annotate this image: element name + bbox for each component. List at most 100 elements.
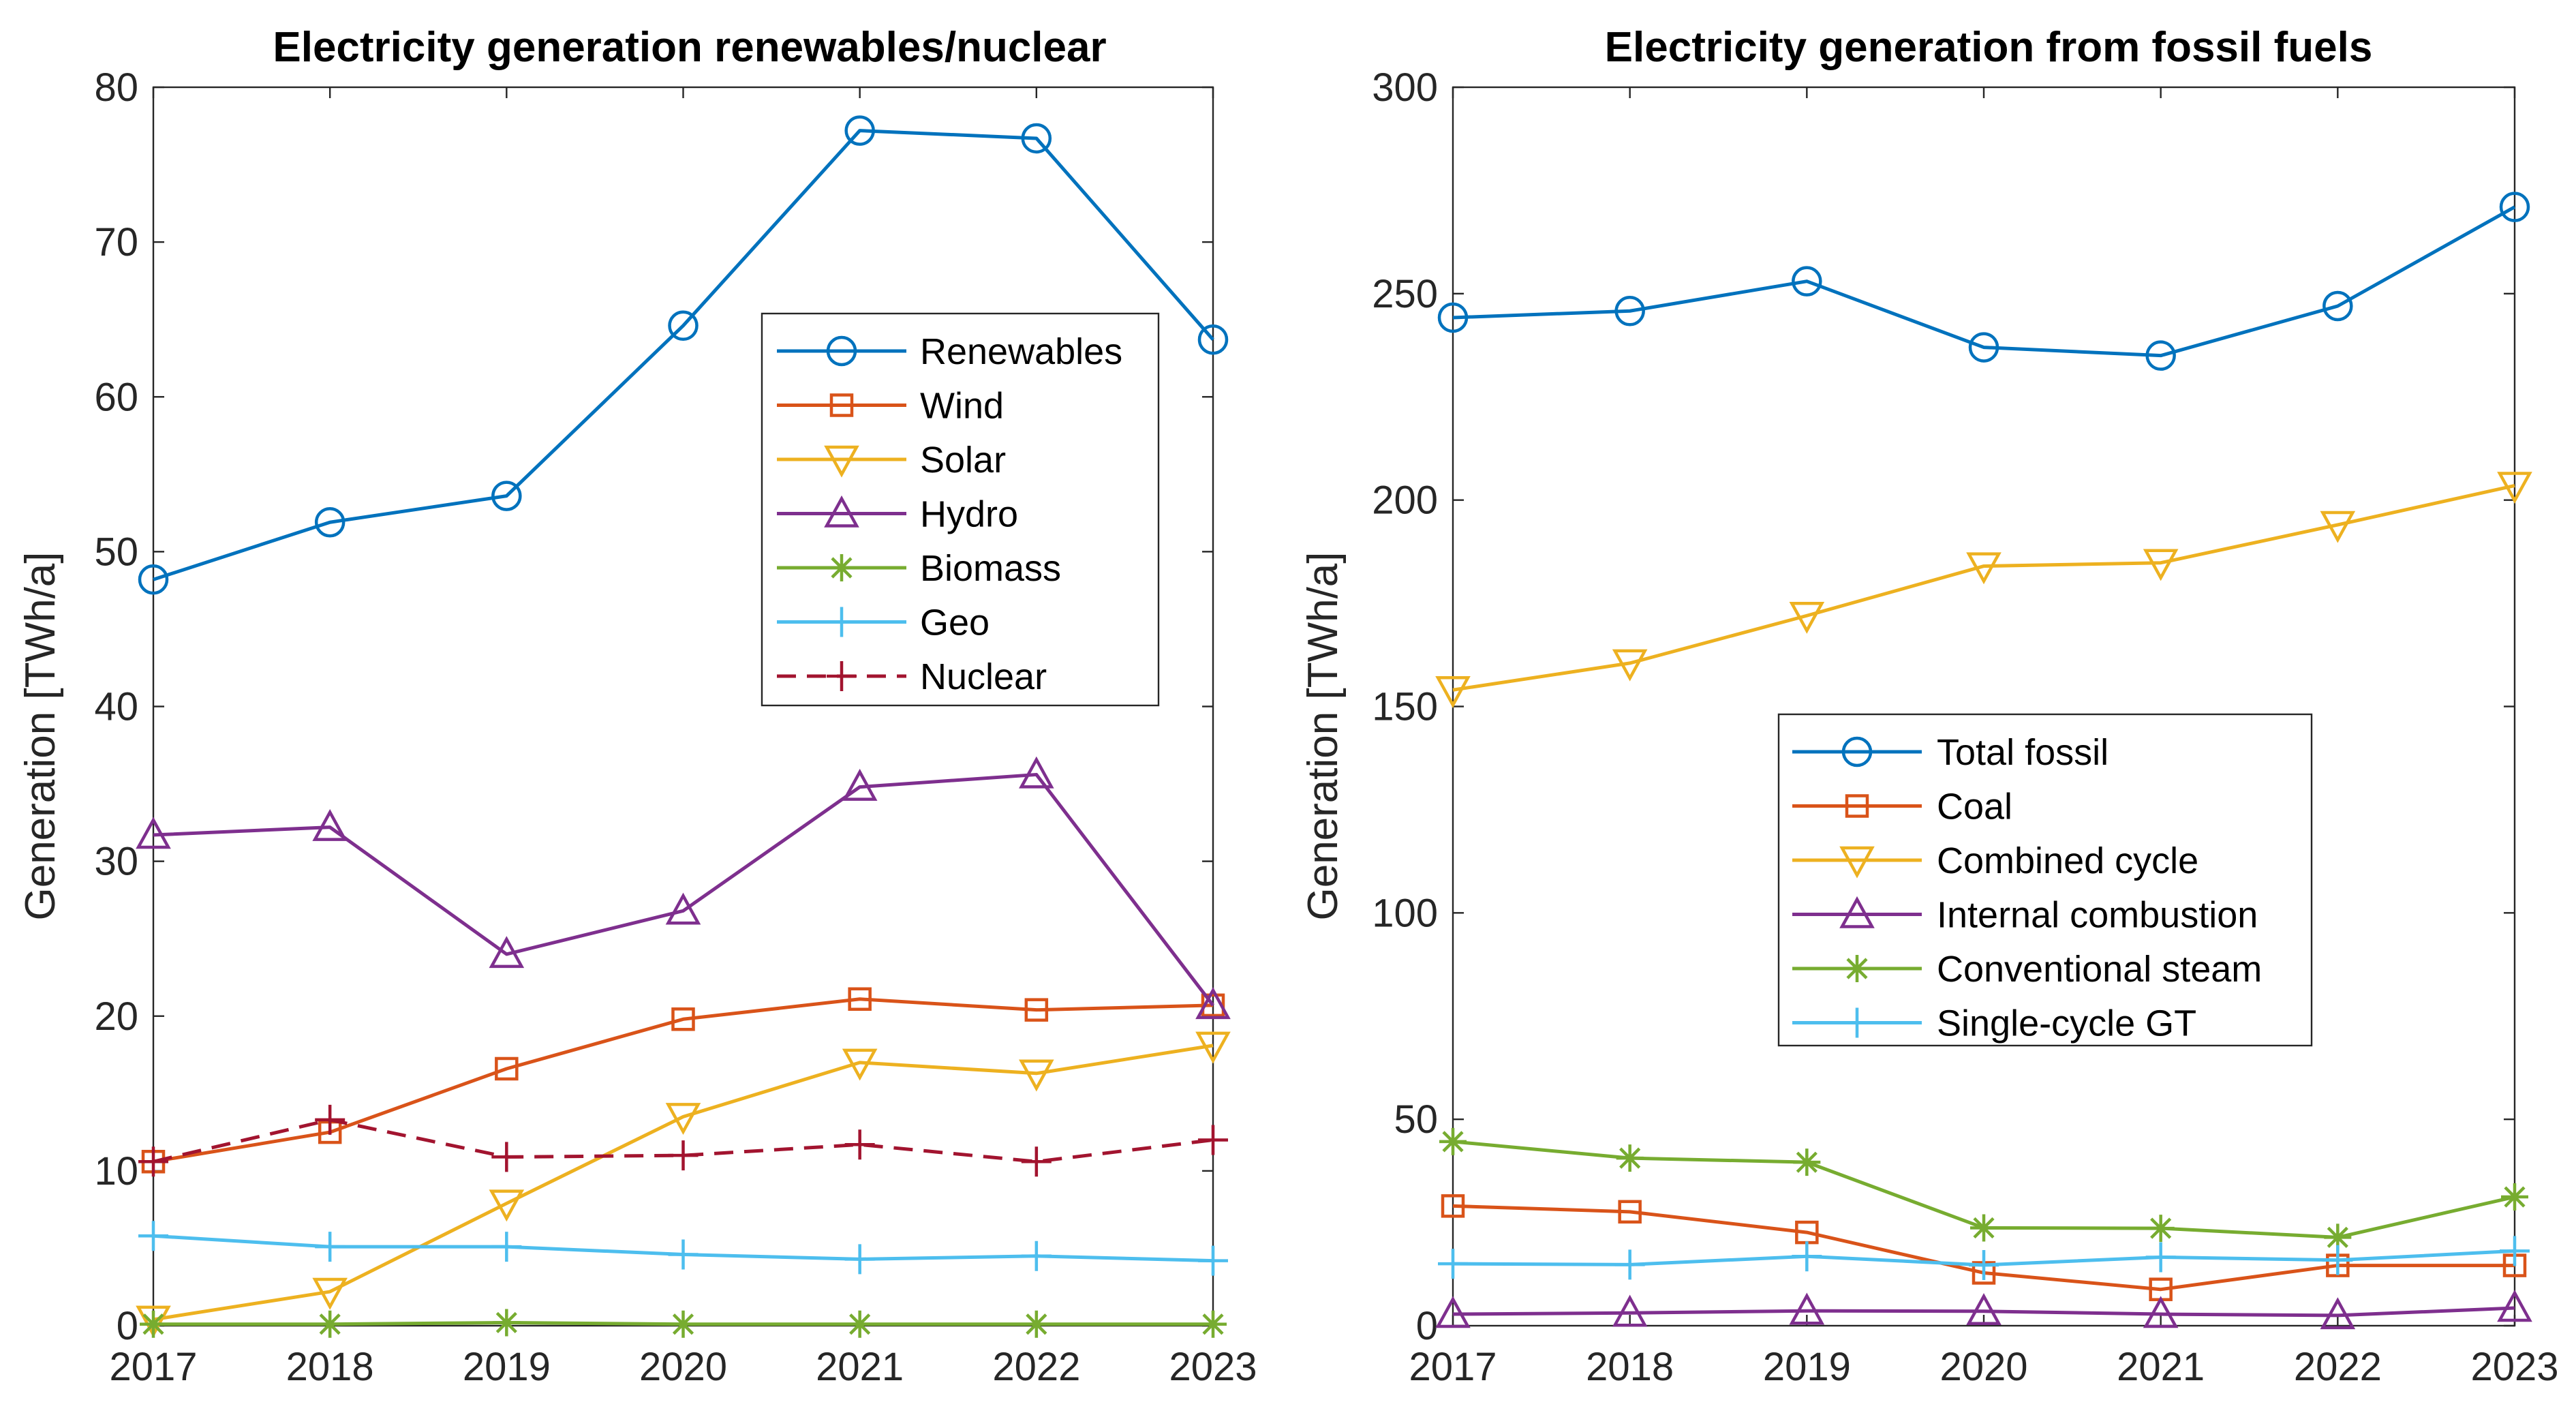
data-point-wind xyxy=(1201,993,1225,1018)
legend-label: Geo xyxy=(920,603,990,643)
data-point-solar xyxy=(1019,1059,1054,1092)
data-point-hydro xyxy=(665,892,701,925)
legend-marker xyxy=(828,554,855,581)
y-tick-label: 60 xyxy=(94,375,138,419)
y-tick-label: 50 xyxy=(94,530,138,574)
legend-entry-solar: Solar xyxy=(777,440,1006,481)
data-point-solar xyxy=(1195,1031,1231,1064)
data-point-biomass xyxy=(140,1310,167,1338)
x-tick-label: 2018 xyxy=(1586,1345,1674,1389)
x-tick-label: 2023 xyxy=(1169,1345,1257,1389)
legend-marker xyxy=(1841,736,1873,767)
data-point-biomass xyxy=(1199,1310,1227,1338)
data-point-hydro xyxy=(312,808,348,841)
data-point-renewables xyxy=(138,564,169,595)
data-point-solar xyxy=(136,1305,171,1338)
x-tick-label: 2022 xyxy=(992,1345,1080,1389)
series-total-fossil xyxy=(1437,192,2530,371)
legend-entry-total-fossil: Total fossil xyxy=(1792,732,2109,773)
data-point-wind xyxy=(495,1056,519,1081)
data-point-nuclear xyxy=(491,1142,522,1172)
data-point-biomass xyxy=(846,1310,874,1338)
data-point-total-fossil xyxy=(1614,296,1645,326)
data-point-total-fossil xyxy=(2499,192,2530,222)
legend-entry-biomass: Biomass xyxy=(777,548,1061,589)
data-point-internal-combustion xyxy=(2497,1290,2532,1322)
data-point-internal-combustion xyxy=(1612,1294,1648,1327)
data-point-coal xyxy=(1618,1200,1642,1224)
legend-label: Single-cycle GT xyxy=(1937,1003,2196,1044)
data-point-total-fossil xyxy=(1968,332,1999,363)
data-point-nuclear xyxy=(1021,1146,1052,1177)
y-tick-label: 80 xyxy=(94,65,138,110)
x-tick-label: 2021 xyxy=(816,1345,904,1389)
data-point-hydro xyxy=(1195,987,1231,1020)
data-point-total-fossil xyxy=(1437,302,1469,333)
x-tick-label: 2020 xyxy=(1939,1345,2027,1389)
x-tick-label: 2017 xyxy=(1409,1345,1497,1389)
series-single-cycle-gt xyxy=(1438,1236,2530,1280)
legend-entry-hydro: Hydro xyxy=(777,494,1018,535)
series-line-solar xyxy=(153,1044,1214,1322)
series-biomass xyxy=(140,1309,1227,1338)
data-point-combined-cycle xyxy=(2143,549,2179,581)
data-point-internal-combustion xyxy=(2320,1297,2356,1330)
data-point-renewables xyxy=(1197,324,1229,355)
data-point-conventional-steam xyxy=(1970,1214,1997,1242)
series-geo xyxy=(138,1221,1228,1276)
legend-box xyxy=(1777,713,2313,1047)
x-tick-label: 2018 xyxy=(286,1345,374,1389)
chart-renewables-nuclear: Electricity generation renewables/nuclea… xyxy=(17,24,1257,1389)
y-tick-label: 0 xyxy=(117,1304,138,1348)
data-point-solar xyxy=(489,1189,525,1222)
data-point-conventional-steam xyxy=(2324,1223,2352,1251)
data-point-single-cycle-gt xyxy=(1614,1249,1645,1280)
data-point-single-cycle-gt xyxy=(1792,1241,1822,1272)
data-point-single-cycle-gt xyxy=(2500,1236,2530,1266)
legend-label: Nuclear xyxy=(920,656,1047,697)
series-line-combined-cycle xyxy=(1452,484,2515,692)
legend-marker xyxy=(824,495,859,528)
data-point-geo xyxy=(315,1232,346,1262)
y-tick-label: 250 xyxy=(1372,272,1438,316)
y-tick-label: 0 xyxy=(1416,1304,1438,1348)
data-point-conventional-steam xyxy=(2501,1183,2528,1211)
data-point-single-cycle-gt xyxy=(2322,1245,2353,1275)
data-point-renewables xyxy=(668,310,699,341)
legend-entry-internal-combustion: Internal combustion xyxy=(1792,895,2258,936)
data-point-geo xyxy=(1021,1241,1052,1271)
data-point-biomass xyxy=(493,1309,521,1337)
y-tick-label: 20 xyxy=(94,994,138,1039)
data-point-internal-combustion xyxy=(1966,1293,2002,1326)
x-tick-label: 2019 xyxy=(463,1345,551,1389)
legend-marker xyxy=(1845,794,1869,818)
y-tick-label: 70 xyxy=(94,220,138,264)
y-tick-label: 300 xyxy=(1372,65,1438,110)
data-point-biomass xyxy=(669,1310,697,1338)
data-point-renewables xyxy=(491,481,522,511)
legend-entry-renewables: Renewables xyxy=(777,331,1122,372)
y-tick-label: 100 xyxy=(1372,891,1438,935)
data-point-geo xyxy=(491,1232,522,1262)
data-point-nuclear xyxy=(315,1104,346,1135)
data-point-nuclear xyxy=(668,1140,699,1171)
data-point-total-fossil xyxy=(2322,290,2353,322)
series-conventional-steam xyxy=(1439,1127,2528,1251)
legend-box xyxy=(761,312,1160,707)
data-point-combined-cycle xyxy=(2320,511,2356,543)
series-combined-cycle xyxy=(1435,472,2532,708)
data-point-biomass xyxy=(316,1310,344,1338)
data-point-nuclear xyxy=(138,1146,168,1177)
y-tick-label: 50 xyxy=(1394,1097,1438,1142)
data-point-combined-cycle xyxy=(1789,602,1825,634)
legend-label: Coal xyxy=(1937,787,2012,827)
y-tick-label: 40 xyxy=(94,685,138,729)
legend-marker xyxy=(827,607,857,637)
data-point-renewables xyxy=(844,115,875,146)
y-axis-title: Generation [TWh/a] xyxy=(17,551,64,920)
data-point-total-fossil xyxy=(1792,266,1822,296)
data-point-coal xyxy=(1441,1194,1465,1218)
series-renewables xyxy=(138,115,1229,595)
legend-label: Internal combustion xyxy=(1937,895,2258,936)
